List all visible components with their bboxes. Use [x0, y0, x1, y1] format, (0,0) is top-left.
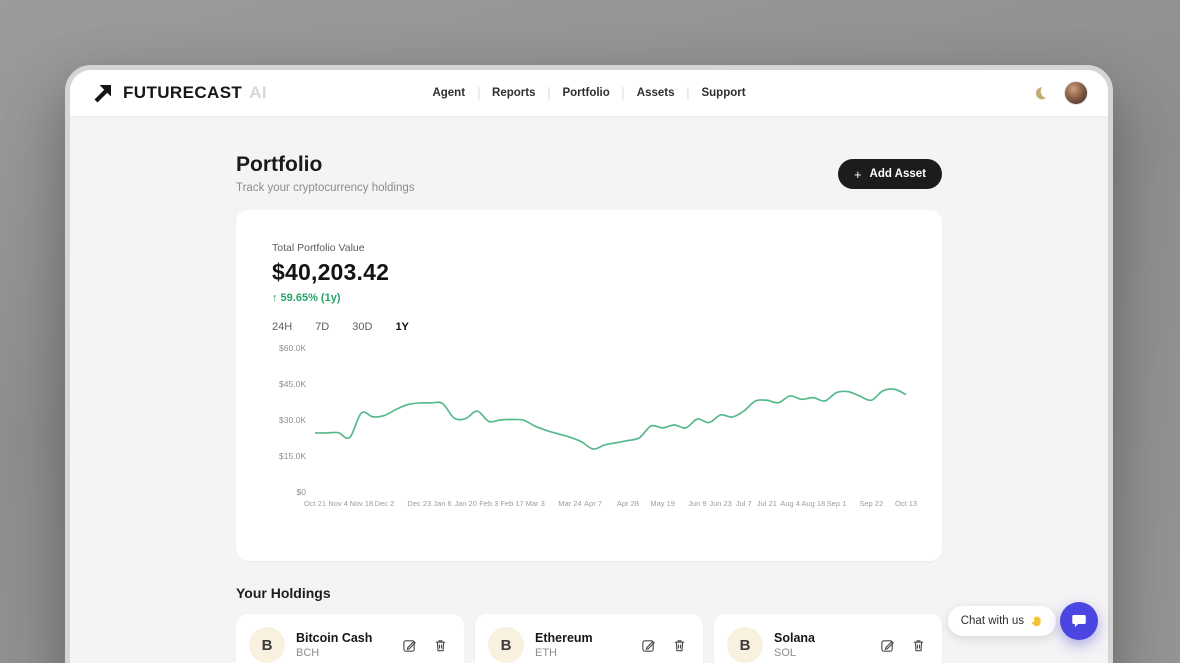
x-axis-tick: Dec 2: [374, 499, 395, 508]
x-axis-tick: Mar 24: [558, 499, 582, 508]
x-axis-tick: Mar 3: [525, 499, 545, 508]
coin-name: Bitcoin Cash: [296, 631, 373, 645]
trash-icon[interactable]: [911, 638, 926, 653]
page-subtitle: Track your cryptocurrency holdings: [236, 182, 415, 194]
coin-symbol: ETH: [535, 647, 557, 659]
y-axis-tick: $30.0K: [279, 415, 306, 425]
main-nav: Agent Reports Portfolio Assets Support: [419, 86, 758, 100]
brand-logo[interactable]: FUTURECAST AI: [90, 80, 267, 106]
nav-item-support[interactable]: Support: [701, 87, 746, 99]
dark-mode-toggle[interactable]: [1030, 83, 1050, 103]
chart-x-axis: Oct 21 Nov 4 Nov 18 Dec 2 Dec 23 Jan 6 Jan 20 F…: [304, 495, 917, 511]
chat-with-us-button[interactable]: Chat with us: [947, 606, 1056, 636]
app-header: FUTURECAST AI Agent Reports Portfolio Ass…: [70, 70, 1108, 117]
coin-avatar: B: [249, 627, 285, 663]
user-avatar[interactable]: [1064, 81, 1088, 105]
nav-divider: [548, 86, 550, 100]
holding-card-ethereum[interactable]: B Ethereum ETH: [475, 614, 703, 663]
holdings-cards: B Bitcoin Cash BCH: [236, 614, 942, 663]
x-axis-tick: Jun 23: [709, 499, 732, 508]
x-axis-tick: Nov 4: [328, 499, 348, 508]
portfolio-line-series: [315, 388, 906, 450]
portfolio-value-card: Total Portfolio Value $40,203.42 ↑ 59.65…: [236, 210, 942, 561]
x-axis-tick: Aug 18: [801, 499, 826, 508]
x-axis-tick: Nov 18: [349, 499, 374, 508]
range-tab-7d[interactable]: 7D: [315, 321, 330, 333]
x-axis-tick: Dec 23: [407, 499, 432, 508]
nav-item-assets[interactable]: Assets: [636, 87, 675, 99]
range-tabs: 24H 7D 30D 1Y: [272, 321, 906, 333]
add-asset-label: Add Asset: [869, 168, 926, 180]
header-right: [1030, 81, 1088, 105]
x-axis-tick: Jan 20: [454, 499, 477, 508]
x-axis-tick: Feb 17: [500, 499, 524, 508]
y-axis-tick: $0: [296, 487, 306, 497]
range-tab-30d[interactable]: 30D: [352, 321, 373, 333]
nav-divider: [478, 86, 480, 100]
x-axis-tick: Jul 7: [735, 499, 752, 508]
nav-item-reports[interactable]: Reports: [492, 87, 536, 99]
brand-suffix: AI: [249, 83, 268, 102]
coin-avatar: B: [727, 627, 763, 663]
x-axis-tick: Apr 7: [584, 499, 603, 508]
add-asset-button[interactable]: + Add Asset: [837, 159, 942, 189]
nav-divider: [687, 86, 689, 100]
x-axis-tick: Aug 4: [780, 499, 800, 508]
x-axis-tick: Jun 9: [688, 499, 707, 508]
x-axis-tick: Oct 21: [303, 499, 327, 508]
coin-avatar: B: [488, 627, 524, 663]
y-axis-tick: $45.0K: [279, 379, 306, 389]
page-content: Portfolio Track your cryptocurrency hold…: [70, 117, 1108, 663]
nav-item-portfolio[interactable]: Portfolio: [562, 87, 610, 99]
range-tab-1y[interactable]: 1Y: [395, 321, 409, 333]
chat-label: Chat with us: [960, 615, 1024, 627]
wave-hand-icon: [1031, 615, 1041, 626]
coin-name: Solana: [774, 631, 815, 645]
browser-window: FUTURECAST AI Agent Reports Portfolio Ass…: [65, 65, 1113, 663]
portfolio-chart: $60.0K $45.0K $30.0K $15.0K $0: [272, 343, 906, 497]
title-row: Portfolio Track your cryptocurrency hold…: [236, 153, 942, 194]
edit-icon[interactable]: [880, 638, 895, 653]
x-axis-tick: Jul 21: [756, 499, 777, 508]
coin-name: Ethereum: [535, 631, 593, 645]
coin-symbol: SOL: [774, 647, 797, 659]
y-axis-tick: $15.0K: [279, 451, 306, 461]
x-axis-tick: Apr 28: [616, 499, 639, 508]
chart-y-axis: $60.0K $45.0K $30.0K $15.0K $0: [272, 343, 315, 497]
moon-icon: [1035, 87, 1046, 100]
edit-icon[interactable]: [402, 638, 417, 653]
chat-fab-button[interactable]: [1060, 602, 1098, 640]
plus-icon: +: [853, 166, 862, 182]
nav-item-agent[interactable]: Agent: [432, 87, 466, 99]
holding-card-solana[interactable]: B Solana SOL: [714, 614, 942, 663]
holding-card-bitcoin-cash[interactable]: B Bitcoin Cash BCH: [236, 614, 464, 663]
coin-symbol: BCH: [296, 647, 320, 659]
nav-divider: [622, 86, 624, 100]
page-title: Portfolio: [236, 153, 323, 176]
x-axis-tick: Feb 3: [479, 499, 499, 508]
total-value-label: Total Portfolio Value: [272, 242, 365, 254]
range-tab-24h[interactable]: 24H: [272, 321, 293, 333]
total-value: $40,203.42: [272, 259, 390, 285]
edit-icon[interactable]: [641, 638, 656, 653]
y-axis-tick: $60.0K: [279, 343, 306, 353]
value-change: ↑ 59.65% (1y): [272, 292, 341, 304]
chart-plot-area: [315, 347, 906, 493]
arrow-logo-icon: [94, 85, 111, 103]
brand-name: FUTURECAST: [123, 83, 243, 102]
x-axis-tick: Oct 13: [894, 499, 918, 508]
x-axis-tick: Jan 6: [433, 499, 452, 508]
x-axis-tick: Sep 1: [826, 499, 847, 508]
x-axis-tick: Sep 22: [859, 499, 884, 508]
x-axis-tick: May 19: [650, 499, 675, 508]
trash-icon[interactable]: [433, 638, 448, 653]
trash-icon[interactable]: [672, 638, 687, 653]
chart-line-svg: [315, 388, 906, 450]
holdings-heading: Your Holdings: [236, 585, 331, 601]
chat-bubble-icon: [1072, 615, 1086, 627]
